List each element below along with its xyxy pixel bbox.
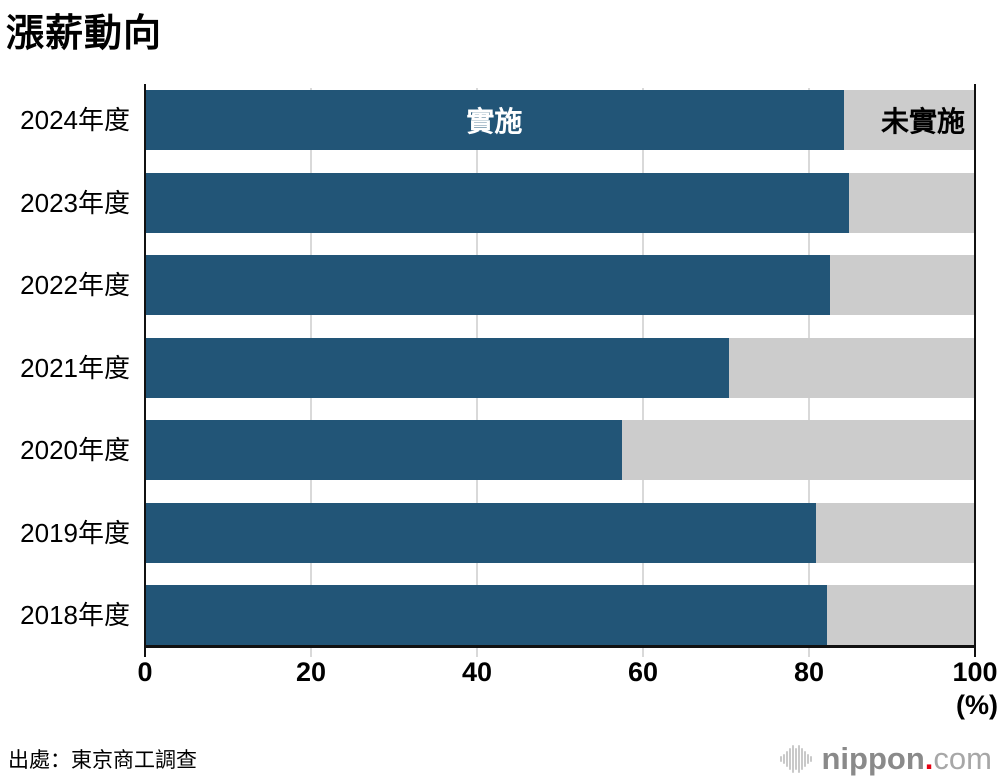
stacked-bar [145, 585, 975, 645]
tick-mark-40 [476, 648, 478, 657]
tick-mark-20 [310, 648, 312, 657]
bar-segment-not-implemented [829, 255, 975, 315]
tick-mark-80 [808, 648, 810, 657]
series-label-implemented: 實施 [466, 106, 523, 137]
bar-row-2019: 2019年度 [0, 502, 975, 563]
bar-segment-implemented [145, 172, 849, 233]
stacked-bar [145, 255, 975, 315]
bar-row-2021: 2021年度 [0, 337, 975, 398]
tick-mark-100 [974, 648, 976, 657]
tick-label-60: 60 [627, 657, 659, 687]
stacked-bar [145, 172, 975, 233]
category-label: 2021年度 [20, 352, 130, 383]
tick-label-100: 100 [952, 657, 998, 687]
bar-segment-implemented: 實施 [145, 90, 844, 150]
category-label: 2018年度 [20, 600, 130, 630]
category-label: 2020年度 [20, 435, 130, 465]
x-axis-tick-labels: 0 20 40 60 80 100 [137, 657, 997, 687]
bar-segment-not-implemented [816, 502, 975, 563]
stacked-bar [145, 502, 975, 563]
bar-segment-implemented [145, 420, 623, 480]
bar-row-2020: 2020年度 [0, 420, 975, 480]
stacked-bar: 實施 未實施 [145, 90, 975, 150]
bar-segment-not-implemented [827, 585, 975, 645]
bar-segment-implemented [145, 337, 730, 398]
x-axis-line [144, 645, 976, 648]
bar-segment-not-implemented [848, 172, 975, 233]
tick-mark-0 [144, 648, 146, 657]
category-label: 2019年度 [20, 517, 130, 548]
tick-mark-60 [642, 648, 644, 657]
tick-label-80: 80 [793, 657, 825, 687]
bar-row-2024: 2024年度 實施 未實施 [0, 90, 975, 150]
tick-label-40: 40 [461, 657, 493, 687]
logo-dot: . [924, 741, 934, 776]
bar-row-2023: 2023年度 [0, 172, 975, 233]
bar-segment-not-implemented: 未實施 [843, 90, 975, 150]
y-axis-line [144, 84, 146, 646]
tick-label-20: 20 [295, 657, 327, 687]
bar-row-2018: 2018年度 [0, 585, 975, 645]
x-axis-ticks [144, 648, 976, 657]
bar-segment-implemented [145, 502, 817, 563]
category-label: 2022年度 [20, 270, 130, 300]
logo-tld: com [933, 741, 992, 776]
stacked-bar [145, 420, 975, 480]
series-label-not-implemented: 未實施 [880, 106, 965, 137]
bar-segment-not-implemented [622, 420, 975, 480]
x-axis-unit-label: (%) [956, 690, 998, 720]
soundwave-icon [779, 744, 814, 774]
stacked-bar [145, 337, 975, 398]
category-label: 2023年度 [20, 187, 130, 218]
bar-segment-implemented [145, 585, 828, 645]
bar-row-2022: 2022年度 [0, 255, 975, 315]
chart-title: 漲薪動向 [6, 13, 163, 55]
category-label: 2024年度 [20, 105, 130, 135]
bar-segment-not-implemented [729, 337, 975, 398]
source-credit: 出處：東京商工調查 [8, 749, 197, 772]
bar-segment-implemented [145, 255, 830, 315]
nippon-com-logo: nippon . com [779, 741, 992, 776]
tick-label-0: 0 [137, 657, 153, 687]
bar-rows: 2024年度 實施 未實施 2023年度 2022年度 [0, 90, 975, 645]
right-boundary-line [974, 84, 976, 646]
logo-word: nippon [821, 741, 925, 776]
